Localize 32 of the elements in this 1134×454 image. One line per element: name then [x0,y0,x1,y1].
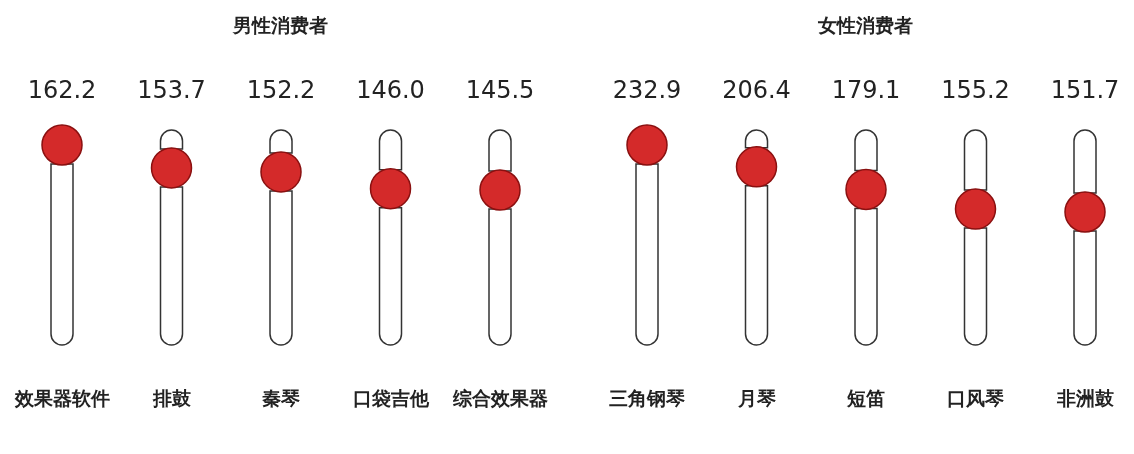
x-tick-label: 效果器软件 [13,387,110,409]
point [260,151,302,193]
x-tick-label: 排鼓 [151,387,191,409]
data-label: 155.2 [941,76,1010,104]
point [954,188,997,230]
x-tick-label: 月琴 [736,387,776,409]
point [150,147,193,189]
x-tick-label: 口袋吉他 [352,387,430,409]
data-label: 153.7 [137,76,206,104]
point [369,167,412,210]
data-label: 145.5 [465,76,535,104]
x-tick-label: 秦琴 [262,387,300,409]
x-tick-label: 非洲鼓 [1055,387,1114,409]
x-tick-label: 综合效果器 [451,387,548,409]
data-label: 146.0 [356,76,425,104]
point [845,168,887,211]
chart-title: 女性消费者 [816,14,913,36]
x-tick-label: 口风琴 [947,387,1004,409]
chart-title: 男性消费者 [231,14,328,36]
data-label: 152.2 [246,76,316,104]
x-tick-label: 短笛 [846,387,885,409]
point [626,124,668,166]
point [41,124,83,166]
point [479,169,521,211]
point [1064,191,1106,233]
data-label: 151.7 [1050,76,1120,104]
data-label: 162.2 [27,76,97,104]
data-label: 206.4 [722,76,791,104]
point [735,146,778,188]
x-tick-label: 三角钢琴 [609,387,685,409]
data-label: 179.1 [831,76,901,104]
data-label: 232.9 [612,76,682,104]
